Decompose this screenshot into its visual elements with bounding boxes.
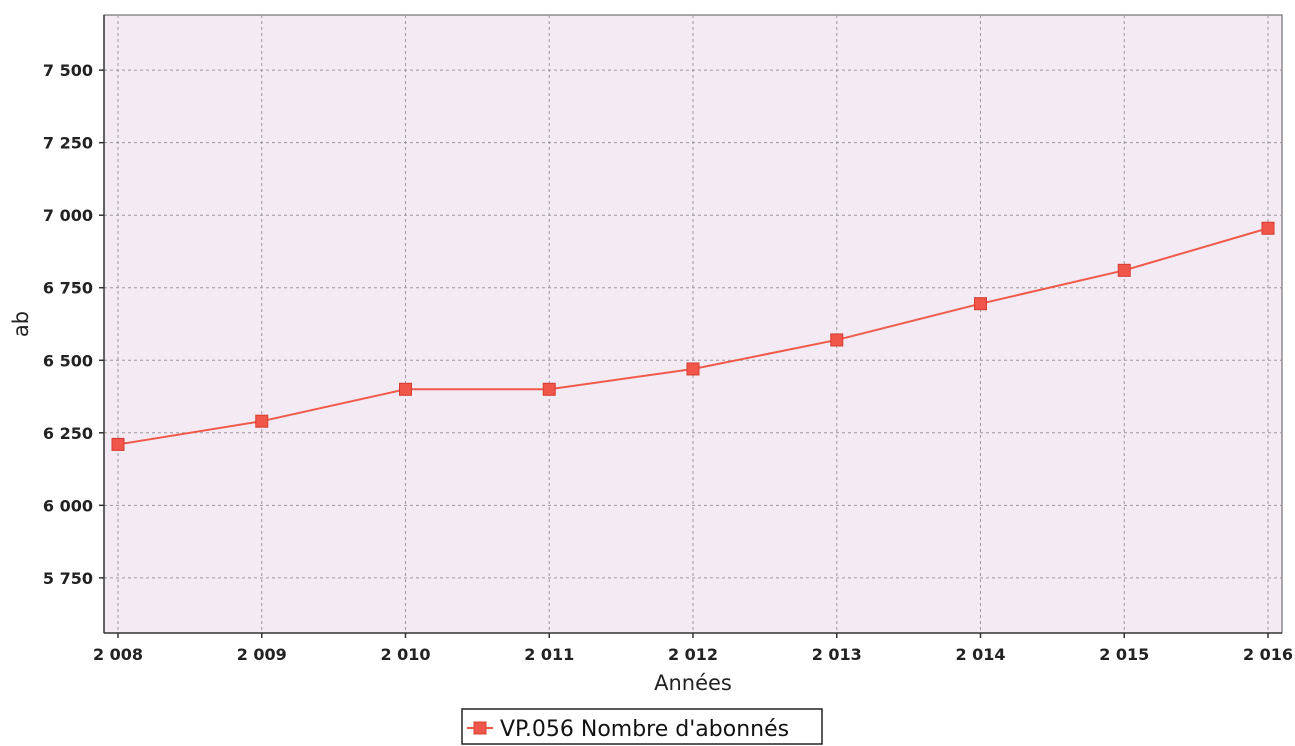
data-point-marker [255,414,269,428]
y-tick-label: 6 000 [43,496,93,515]
data-point-marker [111,437,125,451]
x-tick-label: 2 009 [237,645,287,664]
data-point-marker [1117,263,1131,277]
data-point-marker [686,362,700,376]
x-tick-label: 2 012 [668,645,718,664]
data-point-marker [542,382,556,396]
y-axis-title: ab [9,311,33,337]
data-point-marker [399,382,412,396]
y-tick-label: 7 250 [43,134,93,153]
x-tick-label: 2 010 [380,645,430,664]
y-tick-label: 6 750 [43,279,93,298]
data-point-marker [830,333,844,347]
data-point-marker [974,297,987,311]
x-tick-label: 2 008 [93,645,143,664]
y-tick-label: 6 500 [43,351,93,370]
grid-lines [104,15,1282,633]
x-axis-title: Années [654,671,732,695]
series-layer [111,221,1275,451]
x-tick-label: 2 015 [1099,645,1149,664]
legend: VP.056 Nombre d'abonnés [461,708,823,745]
tick-labels: 2 008 2 009 2 010 2 011 2 012 2 013 2 014 2 015… [43,61,1293,664]
y-tick-label: 5 750 [43,569,93,588]
legend-box [461,708,823,745]
x-tick-label: 2 014 [955,645,1005,664]
legend-label: VP.056 Nombre d'abonnés [500,717,789,742]
axes [99,15,1282,638]
x-tick-label: 2 011 [524,645,574,664]
x-tick-label: 2 016 [1243,645,1293,664]
y-tick-label: 6 250 [43,424,93,443]
data-point-marker [1261,221,1275,235]
x-tick-label: 2 013 [812,645,862,664]
y-tick-label: 7 000 [43,206,93,225]
y-tick-label: 7 500 [43,61,93,80]
legend-marker-swatch [473,721,487,735]
